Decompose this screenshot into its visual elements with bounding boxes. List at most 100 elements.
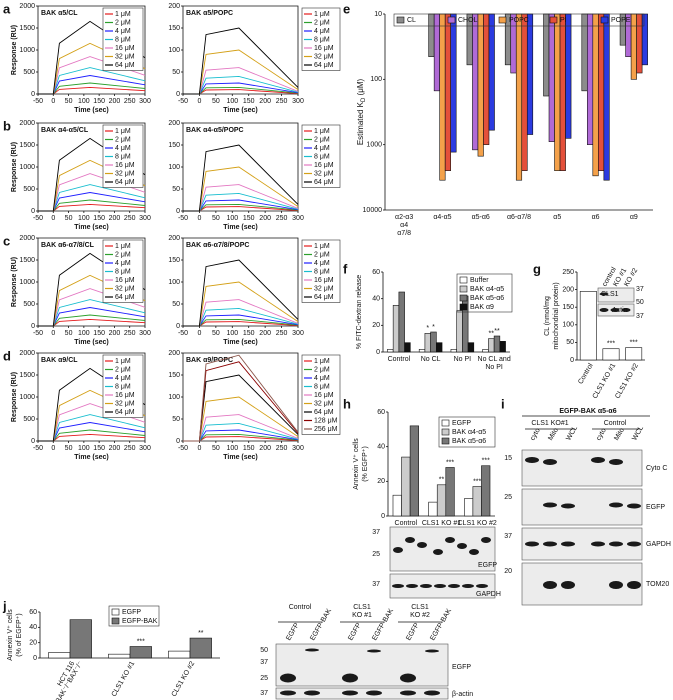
legend-swatch: [459, 294, 468, 302]
legend-label: 16 μM: [115, 45, 135, 52]
bar: [481, 465, 491, 517]
x-tick-label: 200: [259, 330, 271, 337]
marker: 37: [636, 313, 644, 320]
x-tick-label: -50: [33, 445, 43, 452]
bar: [439, 13, 446, 181]
legend-swatch: [441, 437, 450, 445]
row-label: Cyto C: [646, 465, 667, 472]
legend-label: 32 μM: [314, 53, 334, 60]
bar: [483, 13, 490, 145]
legend-label: 32 μM: [314, 170, 334, 177]
bar: [579, 291, 597, 361]
panel-letter: i: [501, 396, 505, 411]
blot-band: [420, 584, 432, 588]
x-tick-label: 300: [139, 98, 151, 105]
x-tick-label: 0: [197, 98, 201, 105]
marker: 50: [636, 299, 644, 306]
legend-label: Buffer: [470, 277, 489, 284]
x-tick-label: 150: [93, 330, 105, 337]
y-tick-label: 100: [562, 322, 574, 329]
y-axis-label: Response (RU): [11, 25, 18, 75]
bar: [630, 13, 637, 80]
group-label: Control: [604, 420, 627, 427]
legend-label: 16 μM: [115, 392, 135, 399]
y-tick-label: 0: [376, 349, 380, 356]
blot-strip: [521, 488, 643, 526]
blot-strip: [597, 287, 635, 303]
blot-band: [434, 584, 446, 588]
x-tick-label: 50: [65, 215, 73, 222]
y-tick-label: 10: [374, 11, 382, 18]
x-tick-label: 150: [93, 98, 105, 105]
panel-letter: e: [343, 1, 350, 16]
y-axis-label: (% of EGFP⁺): [16, 613, 23, 656]
row-label: EGFP: [478, 562, 497, 569]
legend-label: 4 μM: [115, 145, 131, 152]
bar: [450, 349, 457, 353]
bar: [129, 646, 152, 659]
spr-curve: [183, 144, 299, 212]
bar: [445, 467, 455, 517]
bar: [428, 13, 435, 57]
x-tick-label: -50: [33, 98, 43, 105]
blot-band: [543, 541, 557, 547]
x-axis-label: Time (sec): [223, 339, 258, 346]
legend-label: 32 μM: [115, 53, 135, 60]
x-tick-label: 300: [292, 330, 304, 337]
x-tick-label: 100: [78, 215, 90, 222]
legend-label: 32 μM: [115, 170, 135, 177]
blot-title: EGFP-BAK α5-α6: [559, 408, 616, 415]
blot-band: [400, 673, 416, 683]
legend-label: BAK α4-α5: [452, 429, 486, 436]
y-tick-label: 150: [168, 257, 180, 264]
y-axis-label-part: (μM): [356, 79, 365, 98]
x-tick-label: 300: [292, 445, 304, 452]
legend-label: 1 μM: [115, 128, 131, 135]
y-tick-label: 150: [562, 304, 574, 311]
x-tick-label: 300: [139, 330, 151, 337]
legend-box: [456, 273, 513, 313]
group-label: CLS1: [353, 604, 371, 611]
marker: 37: [636, 286, 644, 293]
x-tick-label: α5-α6: [472, 214, 490, 221]
legend-label: 2 μM: [115, 19, 131, 26]
bar: [559, 13, 566, 171]
legend-label: 2 μM: [314, 251, 330, 258]
blot-band: [367, 649, 381, 653]
spr-curve: [183, 354, 299, 442]
bar: [521, 13, 528, 171]
legend-label: 2 μM: [314, 366, 330, 373]
x-tick-label: 200: [109, 330, 121, 337]
legend-label: 1 μM: [314, 128, 330, 135]
bar: [392, 305, 400, 353]
panel-letter: g: [533, 261, 541, 276]
x-tick-label: 50: [65, 98, 73, 105]
significance: ***: [607, 341, 615, 348]
plot-title: BAK α9/POPC: [186, 357, 233, 364]
legend-label: BAK α5-α6: [470, 295, 504, 302]
bar: [581, 13, 588, 92]
y-tick-label: 150: [168, 25, 180, 32]
bar: [543, 13, 550, 97]
x-tick-label: 0: [51, 445, 55, 452]
legend-label: BAK α4-α5: [470, 286, 504, 293]
y-axis-label: Response (RU): [11, 142, 18, 192]
y-tick-label: 200: [168, 235, 180, 242]
x-tick-label: 0: [197, 215, 201, 222]
y-tick-label: 1000: [19, 164, 35, 171]
bar: [398, 291, 405, 353]
significance: *: [426, 325, 429, 332]
y-tick-label: 1500: [19, 257, 35, 264]
x-tick-label: CLS1 KO #2: [171, 660, 197, 698]
spr-curve: [183, 27, 299, 95]
x-tick-label: 200: [109, 98, 121, 105]
blot-band: [621, 308, 631, 312]
y-axis-label: Annexin V⁺ cells: [7, 609, 14, 661]
x-tick-label: α9: [630, 214, 638, 221]
y-tick-label: 40: [29, 624, 37, 631]
y-tick-label: 1000: [366, 142, 382, 149]
y-tick-label: 20: [29, 640, 37, 647]
x-tick-label: 0: [197, 330, 201, 337]
x-tick-label: α6: [592, 214, 600, 221]
y-tick-label: 0: [176, 208, 180, 215]
